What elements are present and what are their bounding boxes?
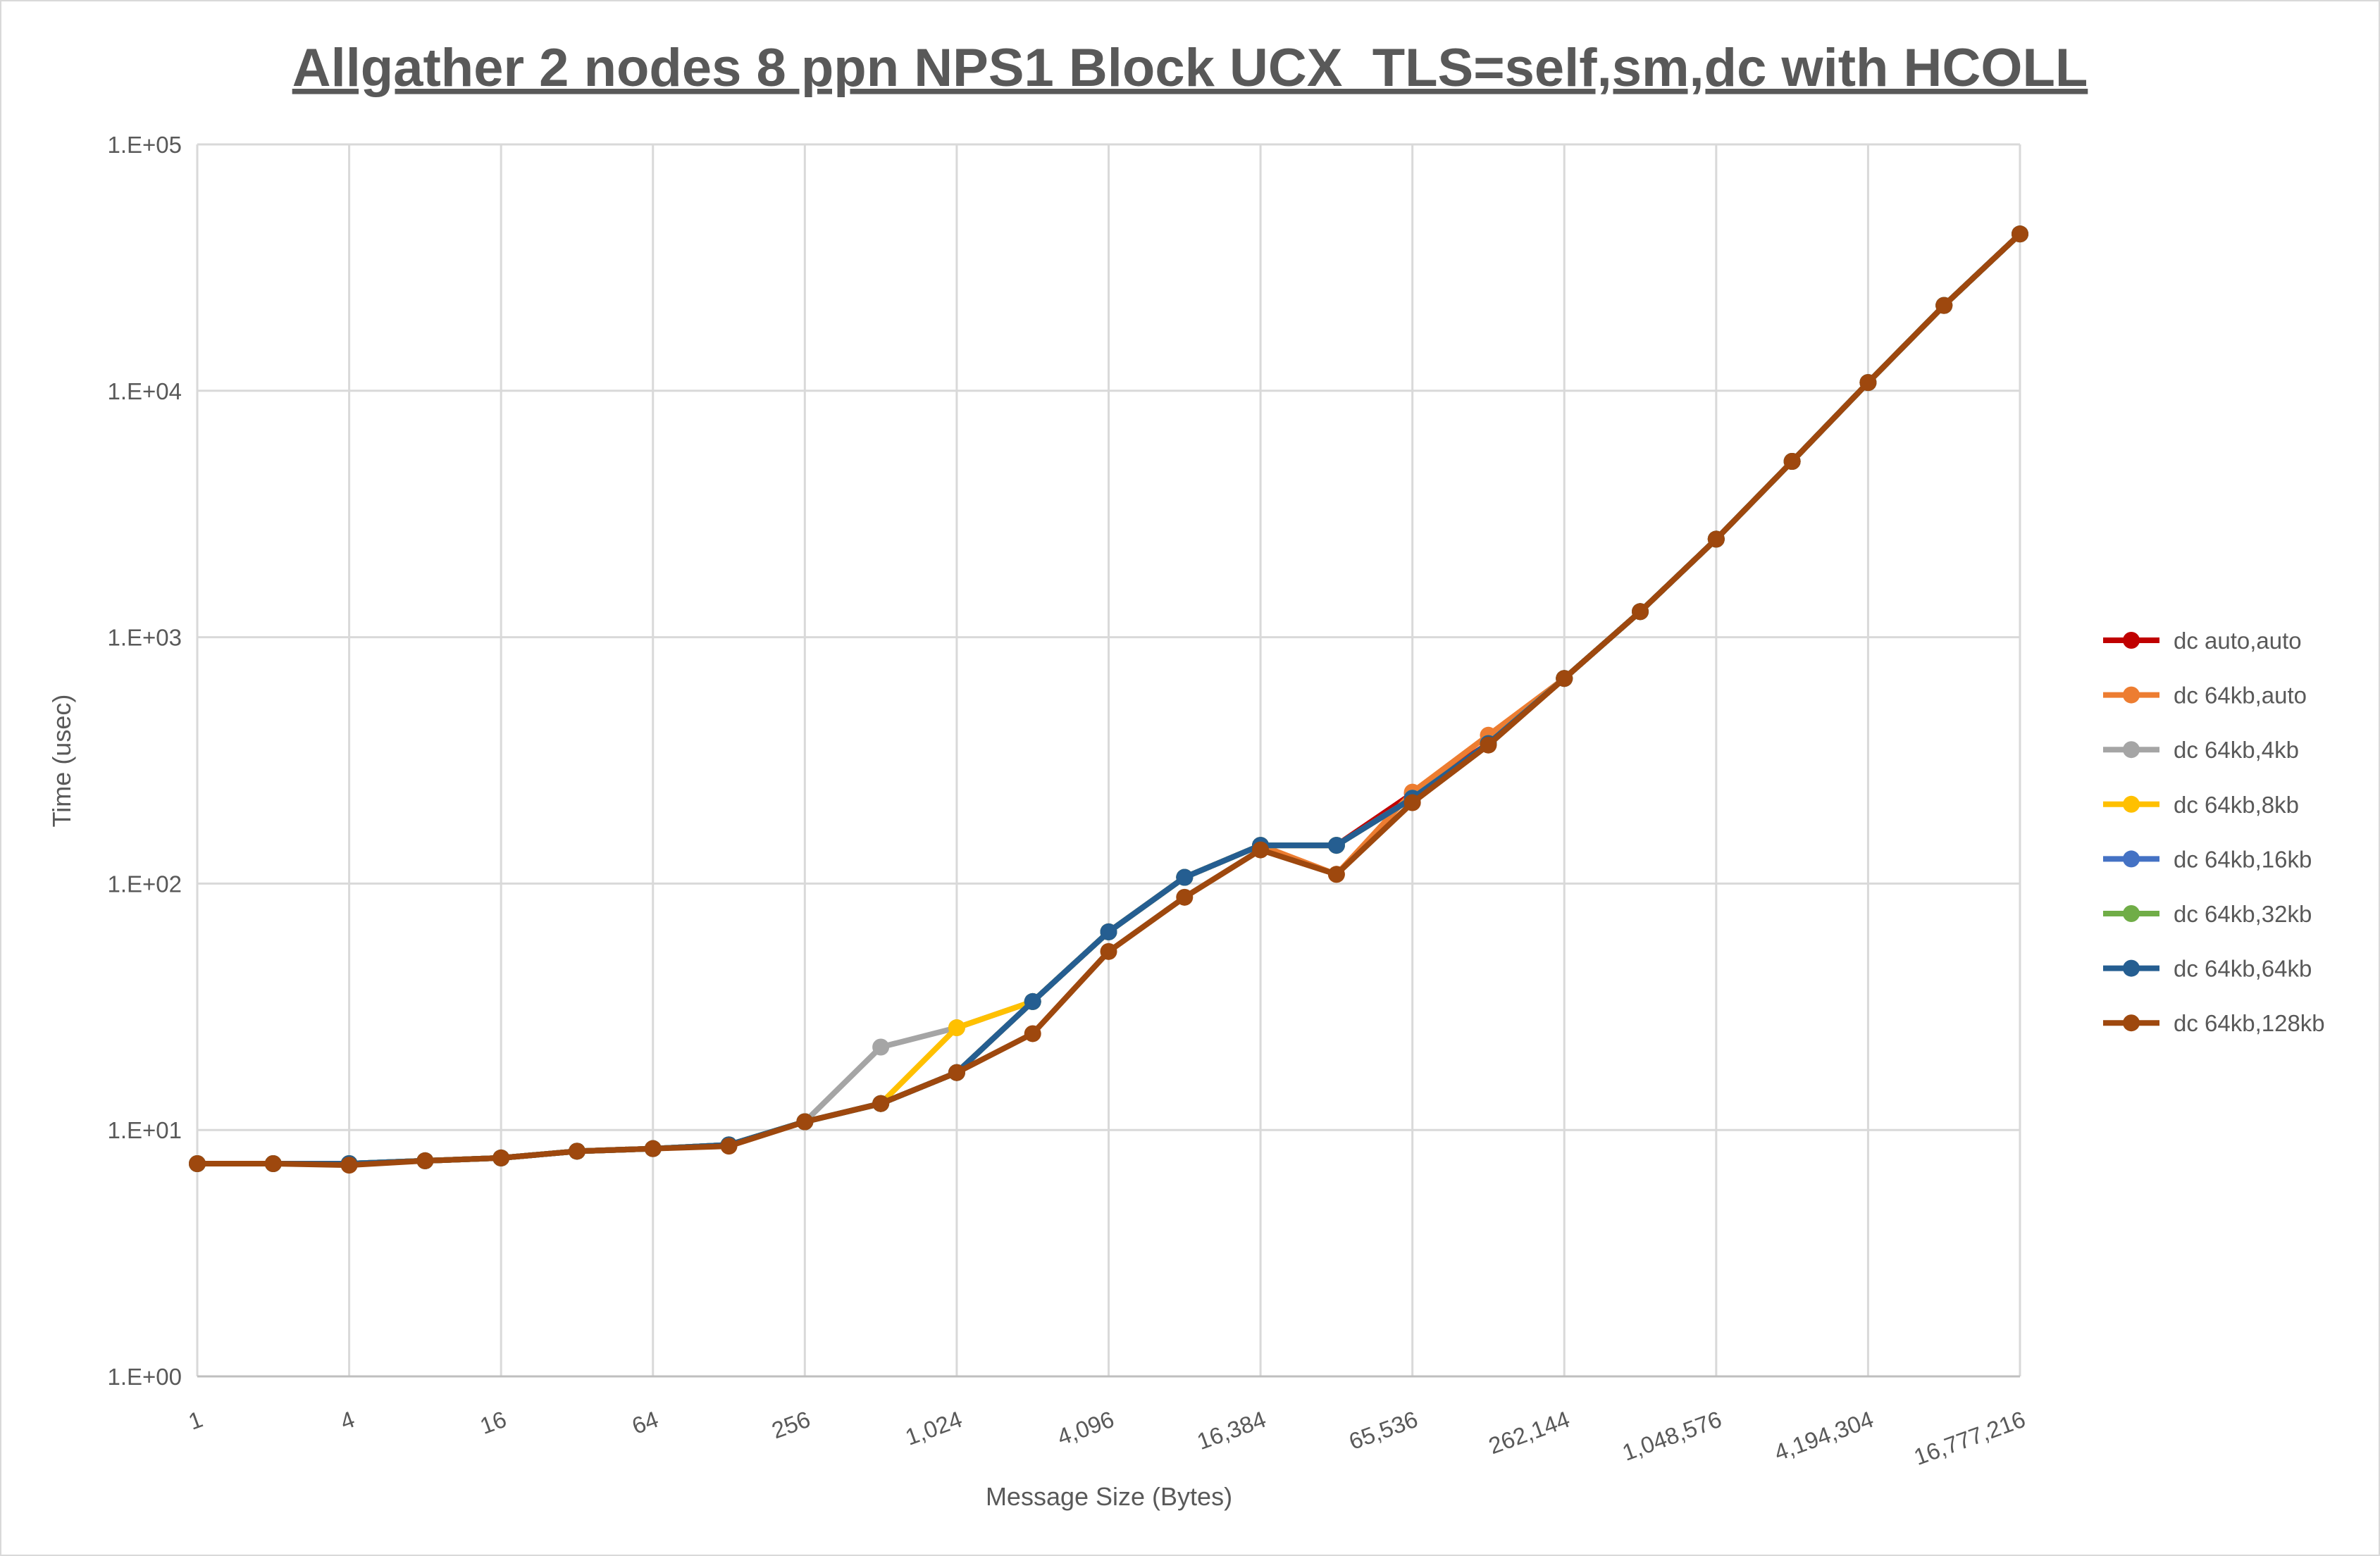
x-tick-label: 262,144 <box>1485 1406 1573 1459</box>
legend-item: dc 64kb,16kb <box>2103 846 2312 872</box>
legend-label: dc 64kb,16kb <box>2174 846 2312 872</box>
data-point <box>948 1019 965 1037</box>
legend-marker <box>2123 1014 2140 1032</box>
legend-marker <box>2123 741 2140 759</box>
y-tick-label: 1.E+02 <box>107 871 182 897</box>
legend-label: dc 64kb,128kb <box>2174 1010 2325 1036</box>
data-point <box>872 1095 890 1112</box>
data-point <box>644 1140 662 1157</box>
legend-item: dc auto,auto <box>2103 628 2302 654</box>
x-tick-label: 4,194,304 <box>1771 1406 1877 1466</box>
y-tick-label: 1.E+04 <box>107 378 182 404</box>
legend-marker <box>2123 905 2140 922</box>
legend-label: dc 64kb,4kb <box>2174 737 2299 763</box>
data-point <box>2012 225 2028 243</box>
data-point <box>1783 453 1801 471</box>
legend-label: dc 64kb,8kb <box>2174 792 2299 818</box>
data-point <box>568 1143 585 1160</box>
legend-marker <box>2123 632 2140 649</box>
data-point <box>189 1155 206 1173</box>
data-point <box>1403 794 1421 811</box>
x-tick-label: 4 <box>337 1406 358 1435</box>
legend-item: dc 64kb,8kb <box>2103 792 2299 818</box>
legend-marker <box>2123 795 2140 813</box>
data-point <box>340 1157 358 1174</box>
axis-labels: 1.E+00 1.E+01 1.E+02 1.E+03 1.E+04 1.E+05 1 4 16… <box>107 132 2028 1470</box>
legend-item: dc 64kb,auto <box>2103 683 2307 709</box>
legend-marker <box>2123 959 2140 977</box>
data-point <box>1556 670 1573 687</box>
x-tick-label: 16,384 <box>1194 1406 1270 1455</box>
legend-item: dc 64kb,4kb <box>2103 737 2299 763</box>
gridlines <box>196 143 2021 1378</box>
data-point <box>948 1064 965 1081</box>
data-point <box>264 1155 282 1173</box>
data-point <box>492 1149 510 1166</box>
data-point <box>872 1038 890 1056</box>
data-point <box>1024 1025 1041 1042</box>
x-tick-label: 16 <box>476 1406 509 1439</box>
legend-marker <box>2123 850 2140 868</box>
y-tick-label: 1.E+05 <box>107 132 182 158</box>
legend-item: dc 64kb,64kb <box>2103 956 2312 982</box>
data-point <box>1859 374 1877 392</box>
data-point <box>1327 837 1345 854</box>
data-point <box>1176 888 1194 906</box>
x-tick-label: 64 <box>628 1406 662 1439</box>
legend: dc auto,auto dc 64kb,auto dc 64kb,4kb dc 64… <box>2103 628 2325 1036</box>
series-dc-64kb-128kb <box>189 225 2028 1174</box>
legend-label: dc 64kb,32kb <box>2174 901 2312 927</box>
x-tick-label: 4,096 <box>1054 1406 1117 1450</box>
legend-marker <box>2123 686 2140 704</box>
data-point <box>1176 869 1194 886</box>
y-tick-label: 1.E+01 <box>107 1117 182 1143</box>
data-point <box>1935 297 1953 314</box>
legend-label: dc 64kb,auto <box>2174 683 2307 709</box>
x-tick-label: 65,536 <box>1346 1406 1422 1455</box>
y-tick-label: 1.E+00 <box>107 1364 182 1390</box>
data-point <box>1100 923 1117 940</box>
data-point <box>1327 866 1345 883</box>
x-axis-title: Message Size (Bytes) <box>986 1482 1232 1511</box>
x-tick-label: 1 <box>185 1406 206 1435</box>
x-tick-label: 256 <box>768 1406 813 1444</box>
x-tick-label: 1,048,576 <box>1619 1406 1725 1466</box>
data-point <box>796 1113 814 1131</box>
data-point <box>1480 736 1497 754</box>
data-point <box>1100 942 1117 960</box>
data-point <box>416 1152 434 1169</box>
y-tick-label: 1.E+03 <box>107 625 182 651</box>
data-point <box>1632 603 1649 621</box>
legend-item: dc 64kb,128kb <box>2103 1010 2325 1036</box>
data-point <box>720 1138 738 1155</box>
data-point <box>1252 841 1270 859</box>
legend-label: dc 64kb,64kb <box>2174 956 2312 982</box>
legend-item: dc 64kb,32kb <box>2103 901 2312 927</box>
data-point <box>1024 992 1041 1010</box>
chart-title: Allgather 2 nodes 8 ppn NPS1 Block UCX_T… <box>292 38 2088 98</box>
data-point <box>1707 530 1725 548</box>
y-axis-title: Time (usec) <box>47 695 76 828</box>
series-lines <box>189 225 2028 1174</box>
x-tick-label: 16,777,216 <box>1911 1406 2029 1470</box>
legend-label: dc auto,auto <box>2174 628 2302 654</box>
x-tick-label: 1,024 <box>902 1406 965 1450</box>
